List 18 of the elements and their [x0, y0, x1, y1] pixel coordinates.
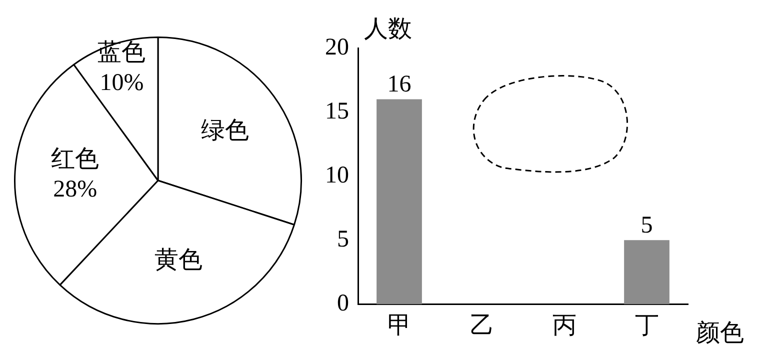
slice-label: 黄色: [154, 247, 203, 274]
y-axis-title: 人数: [364, 16, 412, 42]
slice-label: 绿色: [201, 118, 250, 144]
y-tick-label: 5: [337, 226, 349, 252]
y-tick-label: 20: [325, 34, 349, 60]
x-axis-title: 颜色: [696, 319, 744, 346]
y-tick-label: 15: [325, 98, 349, 124]
data-label: 16: [387, 72, 412, 98]
x-tick-label: 甲: [387, 312, 412, 339]
x-tick-label: 丁: [634, 312, 659, 339]
x-tick-label: 丙: [552, 312, 576, 339]
data-label: 28%: [53, 176, 98, 203]
data-label: 10%: [100, 70, 144, 96]
data-label: 5: [640, 212, 653, 238]
y-tick-label: 10: [325, 162, 349, 188]
y-tick-label: 0: [337, 290, 349, 316]
x-tick-label: 乙: [470, 312, 494, 339]
slice-label: 红色: [51, 146, 100, 173]
